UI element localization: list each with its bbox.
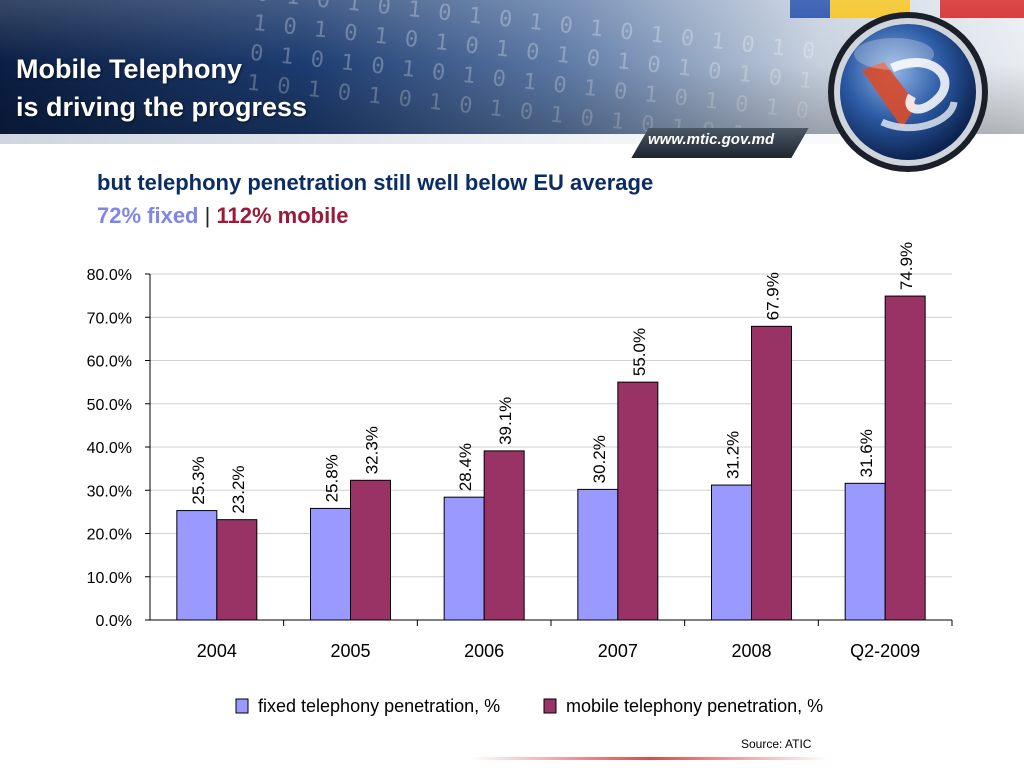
y-tick-label: 60.0% [87, 354, 132, 371]
x-tick-label: 2008 [731, 641, 771, 661]
bar-mobile [751, 325, 792, 621]
title-line-2: is driving the progress [16, 92, 308, 122]
data-label: 28.4% [456, 443, 475, 491]
y-tick-label: 10.0% [87, 570, 132, 587]
data-label: 32.3% [363, 426, 382, 474]
y-tick-label: 50.0% [87, 397, 132, 414]
bar-fixed [443, 496, 485, 621]
chart-subtitle: but telephony penetration still well bel… [97, 170, 654, 195]
bar-fixed [577, 488, 619, 621]
site-url[interactable]: www.mtic.gov.md [648, 131, 775, 148]
page-title: Mobile Telephony is driving the progress [16, 50, 307, 126]
bar-mobile [216, 519, 258, 621]
source-note: Source: ATIC [741, 737, 812, 751]
fixed-average: 72% fixed [97, 203, 199, 228]
data-label: 74.9% [897, 242, 916, 290]
footer-line [470, 757, 830, 760]
y-tick-label: 70.0% [87, 310, 132, 327]
data-label: 31.2% [724, 431, 743, 479]
x-tick-label: 2005 [330, 641, 370, 661]
data-label: 39.1% [496, 397, 515, 445]
y-tick-label: 20.0% [87, 527, 132, 544]
data-label: 30.2% [590, 435, 609, 483]
summary-separator: | [204, 203, 211, 228]
x-tick-label: 2004 [197, 641, 237, 661]
flag-stripe-blue [790, 0, 830, 18]
bar-mobile [884, 295, 926, 621]
penetration-summary: 72% fixed | 112% mobile [97, 203, 349, 229]
legend-label: fixed telephony penetration, % [258, 696, 500, 716]
bar-fixed [711, 484, 752, 621]
x-tick-label: Q2-2009 [850, 641, 920, 661]
data-label: 23.2% [229, 465, 248, 513]
y-tick-label: 40.0% [87, 440, 132, 457]
mobile-average: 112% mobile [216, 203, 349, 228]
bar-fixed [176, 510, 218, 621]
x-tick-label: 2007 [598, 641, 638, 661]
y-tick-label: 80.0% [87, 267, 132, 284]
bar-mobile [617, 381, 659, 621]
data-label: 31.6% [857, 429, 876, 477]
data-label: 25.8% [323, 454, 342, 502]
bar-mobile [350, 479, 391, 621]
data-label: 67.9% [764, 272, 783, 320]
legend-swatch-fixed [235, 698, 249, 714]
bar-fixed [310, 507, 351, 621]
y-tick-label: 30.0% [87, 483, 132, 500]
flag-stripe-yellow [830, 0, 870, 18]
bar-mobile [483, 450, 525, 621]
bar-fixed [844, 482, 886, 621]
data-label: 25.3% [189, 456, 208, 504]
legend-label: mobile telephony penetration, % [566, 696, 823, 716]
legend-swatch-mobile [543, 698, 557, 714]
title-line-1: Mobile Telephony [16, 54, 243, 84]
flag-stripe-red [940, 0, 1024, 18]
ministry-logo [828, 12, 988, 172]
x-tick-label: 2006 [464, 641, 504, 661]
data-label: 55.0% [630, 328, 649, 376]
y-tick-label: 0.0% [96, 613, 132, 630]
